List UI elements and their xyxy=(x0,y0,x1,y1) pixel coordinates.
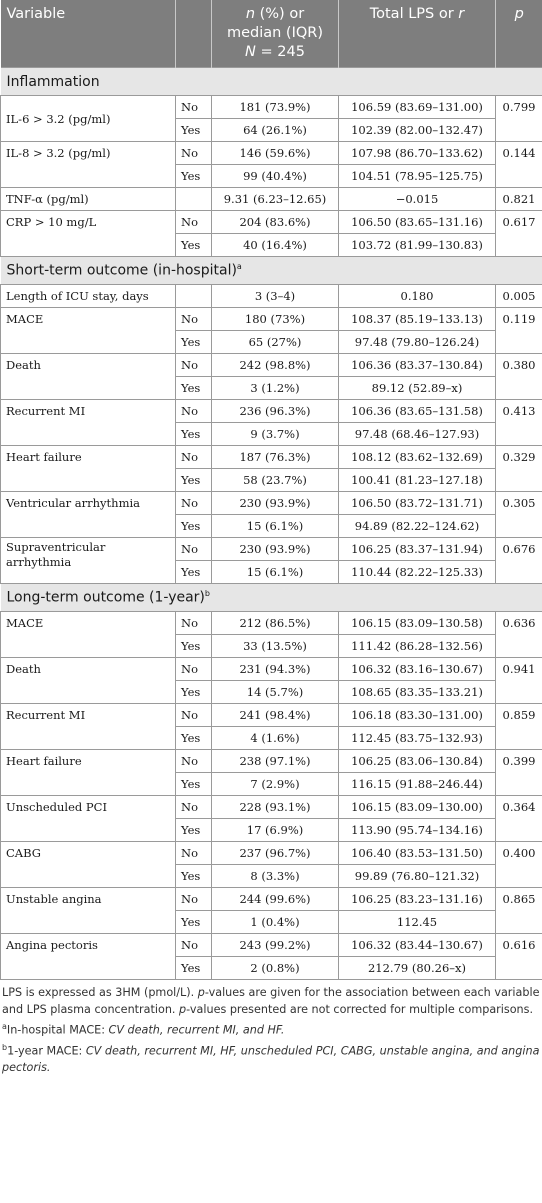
table-row: Yes 33 (13.5%) 111.42 (86.28–132.56) xyxy=(1,634,542,658)
table-row: MACE No 212 (86.5%) 106.15 (83.09–130.58) 0.… xyxy=(0,611,542,658)
table-row: IL-8 > 3.2 (pg/ml) No 146 (59.6%) 107.98 (8… xyxy=(0,141,542,188)
table-row: Yes 15 (6.1%) 110.44 (82.22–125.33) xyxy=(1,560,542,584)
table-row: Yes 40 (16.4%) 103.72 (81.99–130.83) xyxy=(1,233,542,257)
table-row: CRP > 10 mg/L No 204 (83.6%) 106.50 (83.65–… xyxy=(0,210,542,257)
table-row: Yes 58 (23.7%) 100.41 (81.23–127.18) xyxy=(1,468,542,492)
table-row: Yes 99 (40.4%) 104.51 (78.95–125.75) xyxy=(1,164,542,188)
table-row: Ventricular arrhythmia No 230 (93.9%) 106.5… xyxy=(0,491,542,538)
table-row: Recurrent MI No 236 (96.3%) 106.36 (83.65–1… xyxy=(0,399,542,446)
note-b: b1-year MACE: CV death, recurrent MI, HF… xyxy=(2,1042,540,1075)
table-row: Yes 8 (3.3%) 99.89 (76.80–121.32) xyxy=(1,864,542,888)
table-row: Yes 1 (0.4%) 112.45 xyxy=(1,910,542,934)
table-row: Unscheduled PCI No 228 (93.1%) 106.15 (83.0… xyxy=(0,795,542,842)
table-row: Death No 242 (98.8%) 106.36 (83.37–130.84) 0… xyxy=(0,353,542,400)
section-long-term: Long-term outcome (1-year)b xyxy=(0,583,542,612)
table-row: Heart failure No 238 (97.1%) 106.25 (83.06–… xyxy=(0,749,542,796)
table-row: Angina pectoris No 243 (99.2%) 106.32 (83.4… xyxy=(0,933,542,980)
header-group xyxy=(175,0,212,68)
table-row: MACE No 180 (73%) 108.37 (85.19–133.13) 0.11… xyxy=(0,307,542,354)
table-notes: LPS is expressed as 3HM (pmol/L). p-valu… xyxy=(0,980,542,1076)
results-table: Variable n (%) or median (IQR) N = 245 T… xyxy=(0,0,542,980)
header-row: Variable n (%) or median (IQR) N = 245 T… xyxy=(0,0,542,68)
table-row: Death No 231 (94.3%) 106.32 (83.16–130.67) 0… xyxy=(0,657,542,704)
table-row: IL-6 > 3.2 (pg/ml) No 181 (73.9%) 106.59 (8… xyxy=(0,95,542,142)
table-row: Recurrent MI No 241 (98.4%) 106.18 (83.30–1… xyxy=(0,703,542,750)
table-row: Unstable angina No 244 (99.6%) 106.25 (83.2… xyxy=(0,887,542,934)
note-a: aIn-hospital MACE: CV death, recurrent M… xyxy=(2,1022,285,1037)
table-row: Yes 65 (27%) 97.48 (79.80–126.24) xyxy=(1,330,542,354)
table-row: Yes 15 (6.1%) 94.89 (82.22–124.62) xyxy=(1,514,542,538)
section-inflammation: Inflammation xyxy=(0,67,542,96)
header-variable: Variable xyxy=(0,0,176,68)
note-main: LPS is expressed as 3HM (pmol/L). p-valu… xyxy=(2,986,540,1016)
table-row: TNF-α (pg/ml) 9.31 (6.23–12.65) −0.015 0.82… xyxy=(0,187,542,211)
table-row: Supraventricular arrhythmia No 230 (93.9%)… xyxy=(0,537,542,584)
header-n-median: n (%) or median (IQR) N = 245 xyxy=(211,0,339,68)
table-row: Yes 64 (26.1%) 102.39 (82.00–132.47) xyxy=(1,118,542,142)
table-row: Yes 3 (1.2%) 89.12 (52.89–x) xyxy=(1,376,542,400)
table-row: Yes 2 (0.8%) 212.79 (80.26–x) xyxy=(1,956,542,980)
table-row: CABG No 237 (96.7%) 106.40 (83.53–131.50) 0.… xyxy=(0,841,542,888)
header-p: p xyxy=(495,0,542,68)
table-row: Yes 14 (5.7%) 108.65 (83.35–133.21) xyxy=(1,680,542,704)
table-row: Heart failure No 187 (76.3%) 108.12 (83.62–… xyxy=(0,445,542,492)
table-row: Length of ICU stay, days 3 (3–4) 0.180 0.00… xyxy=(0,284,542,308)
header-lps: Total LPS or r xyxy=(338,0,496,68)
section-short-term: Short-term outcome (in-hospital)a xyxy=(0,256,542,285)
